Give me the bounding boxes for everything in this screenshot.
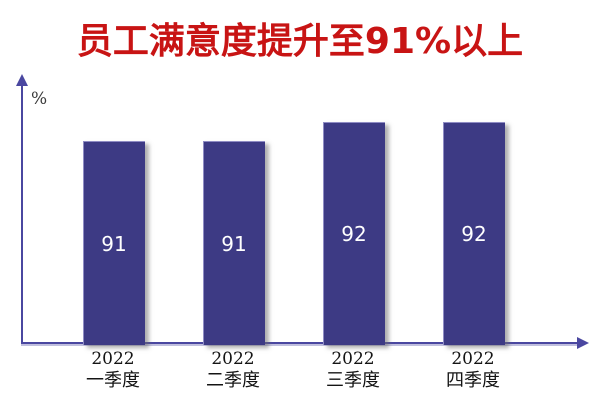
x-tick-year: 2022 [331,349,375,369]
x-tick-quarter: 四季度 [446,370,500,391]
x-tick-quarter: 三季度 [326,370,380,391]
x-tick-year: 2022 [91,349,135,369]
chart-title: 员工满意度提升至91%以上 [76,21,524,62]
x-tick-label: 2022 二季度 [173,349,293,392]
bar: 92 [442,122,505,345]
bar-value-label: 91 [101,231,127,256]
y-axis-line [21,84,23,344]
bar: 92 [322,122,385,345]
bar-value-label: 91 [221,231,247,256]
x-tick-quarter: 一季度 [86,370,140,391]
y-axis-unit-label: % [31,89,48,109]
bar: 91 [82,141,145,345]
x-tick-label: 2022 三季度 [293,349,413,392]
y-axis-arrow-icon [16,74,28,86]
x-axis-line [21,342,578,344]
x-tick-year: 2022 [451,349,495,369]
bar: 91 [202,141,265,345]
bar-value-label: 92 [461,222,487,246]
x-tick-year: 2022 [211,349,255,369]
x-axis-arrow-icon [577,337,589,349]
x-tick-quarter: 二季度 [206,370,260,391]
x-tick-label: 2022 一季度 [53,349,173,392]
bar-value-label: 92 [341,222,367,246]
x-tick-label: 2022 四季度 [413,349,533,392]
